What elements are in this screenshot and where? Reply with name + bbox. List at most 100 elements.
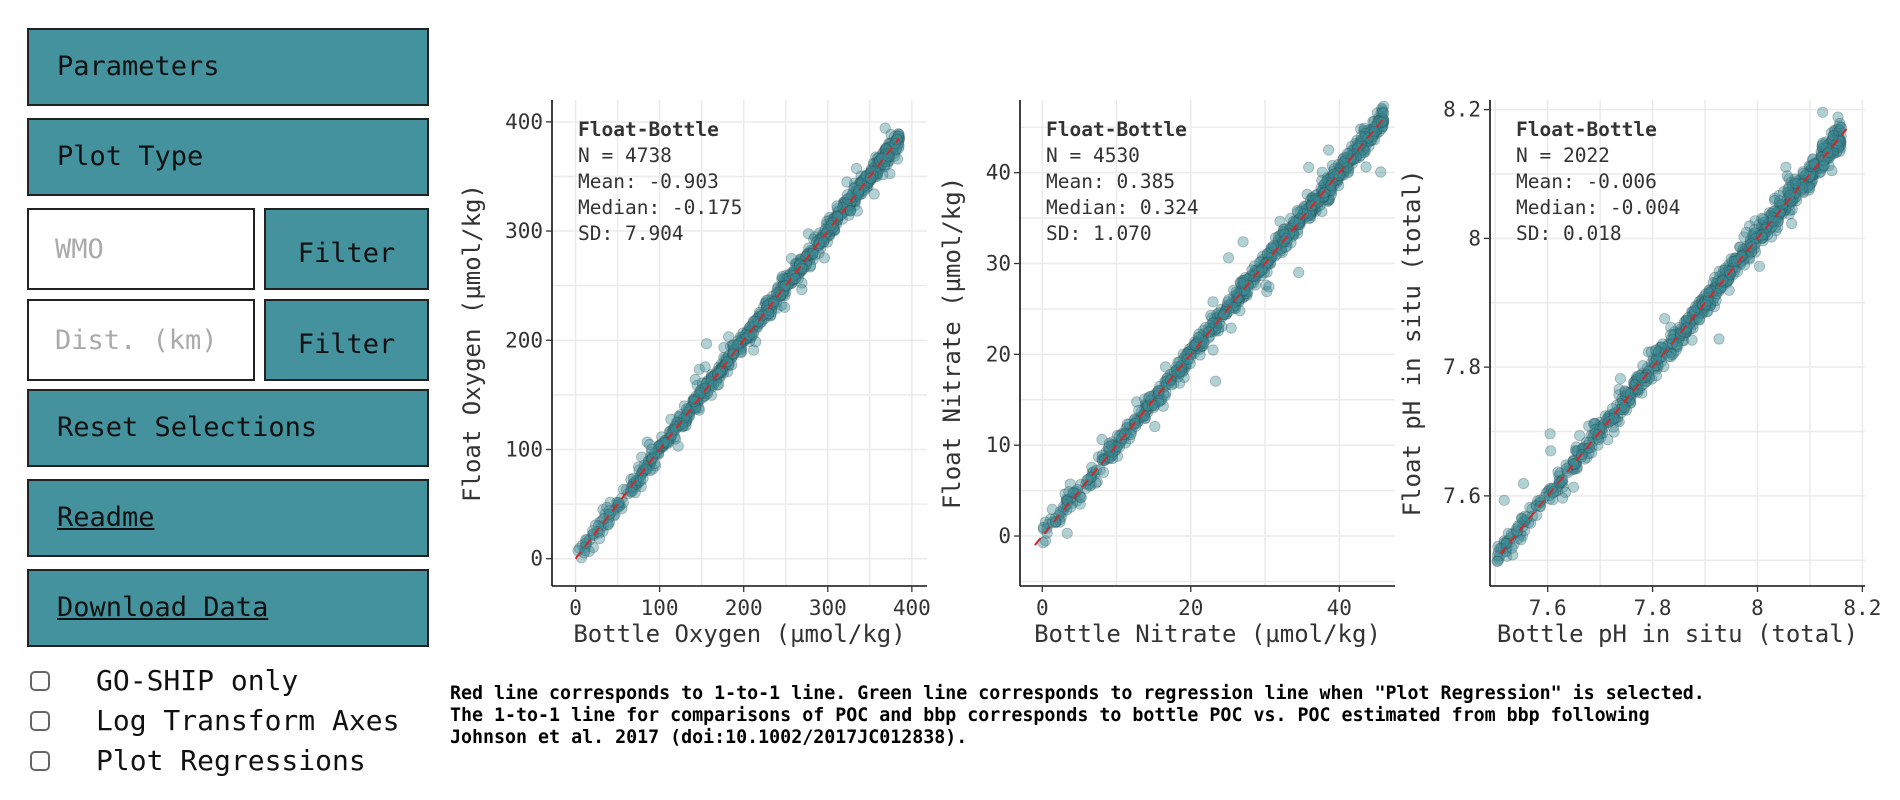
data-point: [791, 261, 804, 273]
data-point: [893, 135, 905, 147]
data-point: [1316, 166, 1328, 178]
data-point: [802, 254, 814, 266]
data-point: [664, 432, 677, 445]
data-point: [796, 253, 808, 266]
data-point: [1207, 344, 1219, 356]
data-point: [1237, 236, 1249, 248]
data-point: [636, 468, 648, 480]
data-point: [888, 131, 900, 143]
data-point: [877, 151, 889, 163]
data-point: [741, 326, 754, 338]
data-point: [620, 484, 632, 496]
data-point: [871, 156, 884, 168]
data-point: [780, 269, 792, 281]
data-point: [870, 151, 882, 163]
data-point: [828, 224, 840, 236]
data-point: [1545, 445, 1557, 457]
data-point: [1050, 515, 1062, 528]
data-point: [883, 155, 895, 167]
plot-regressions-checkbox[interactable]: Plot Regressions: [30, 743, 430, 779]
data-point: [636, 451, 648, 463]
data-point: [1309, 194, 1321, 206]
data-point: [596, 514, 608, 526]
data-point: [828, 224, 840, 236]
data-point: [821, 236, 834, 248]
wmo-filter-button[interactable]: Filter: [264, 208, 429, 290]
stats-title: Float-Bottle: [1516, 118, 1657, 141]
data-point: [823, 220, 835, 232]
data-point: [1355, 131, 1367, 143]
distance-filter-button[interactable]: Filter: [264, 299, 429, 381]
data-point: [741, 327, 753, 339]
data-point: [724, 340, 737, 352]
data-point: [826, 216, 838, 228]
data-point: [1574, 429, 1586, 442]
go-ship-only-checkbox[interactable]: GO-SHIP only: [30, 663, 430, 699]
data-point: [629, 478, 642, 490]
wmo-filter-label: Filter: [297, 237, 396, 269]
y-tick-label: 0: [998, 524, 1011, 548]
parameters-button[interactable]: Parameters: [27, 28, 429, 106]
checkbox-box[interactable]: [30, 751, 50, 771]
data-point: [858, 176, 870, 188]
data-point: [602, 518, 614, 530]
x-tick-label: 400: [893, 596, 931, 620]
data-point: [892, 130, 905, 142]
checkbox-box[interactable]: [30, 711, 50, 731]
data-point: [1786, 217, 1798, 230]
checkbox-box[interactable]: [30, 671, 50, 691]
data-point: [790, 268, 802, 281]
data-point: [708, 370, 720, 382]
plot-type-button[interactable]: Plot Type: [27, 118, 429, 196]
data-point: [771, 293, 783, 305]
stats-sd: SD: 7.904: [578, 222, 684, 245]
data-point: [831, 200, 843, 212]
log-transform-axes-checkbox[interactable]: Log Transform Axes: [30, 703, 430, 739]
data-point: [689, 373, 701, 386]
data-point: [735, 340, 747, 352]
download-data-button[interactable]: Download Data: [27, 569, 429, 647]
data-point: [699, 361, 711, 373]
data-point: [830, 211, 842, 223]
data-point: [1360, 161, 1372, 173]
data-point: [726, 339, 739, 351]
data-point: [641, 464, 653, 476]
data-point: [718, 351, 730, 364]
data-point: [798, 258, 810, 270]
data-point: [804, 244, 817, 257]
reset-selections-label: Reset Selections: [57, 412, 318, 443]
data-point: [778, 277, 790, 290]
data-point: [583, 545, 595, 558]
data-point: [673, 410, 685, 422]
reset-selections-button[interactable]: Reset Selections: [27, 389, 429, 467]
data-point: [795, 263, 808, 276]
data-point: [801, 249, 813, 261]
data-point: [1293, 266, 1305, 278]
caption-line-1: Red line corresponds to 1-to-1 line. Gre…: [450, 683, 1705, 704]
data-point: [1210, 375, 1222, 387]
data-point: [721, 366, 734, 378]
stats-title: Float-Bottle: [578, 118, 719, 141]
data-point: [609, 508, 621, 521]
data-point: [614, 499, 626, 511]
grid-lines: [552, 100, 927, 586]
readme-button[interactable]: Readme: [27, 479, 429, 557]
data-point: [1665, 329, 1677, 341]
data-point: [1826, 165, 1838, 177]
data-point: [884, 141, 896, 153]
data-point: [1207, 296, 1219, 308]
data-point: [1061, 527, 1073, 539]
wmo-input[interactable]: [27, 208, 255, 290]
distance-input[interactable]: [27, 299, 255, 381]
data-point: [809, 231, 821, 243]
data-point: [639, 461, 651, 474]
y-tick-label: 0: [530, 547, 543, 571]
data-point: [699, 388, 711, 400]
data-point: [675, 419, 687, 431]
data-point: [778, 273, 790, 285]
data-point: [744, 335, 756, 347]
data-point: [597, 503, 609, 516]
data-point: [687, 396, 699, 408]
data-point: [893, 131, 905, 143]
